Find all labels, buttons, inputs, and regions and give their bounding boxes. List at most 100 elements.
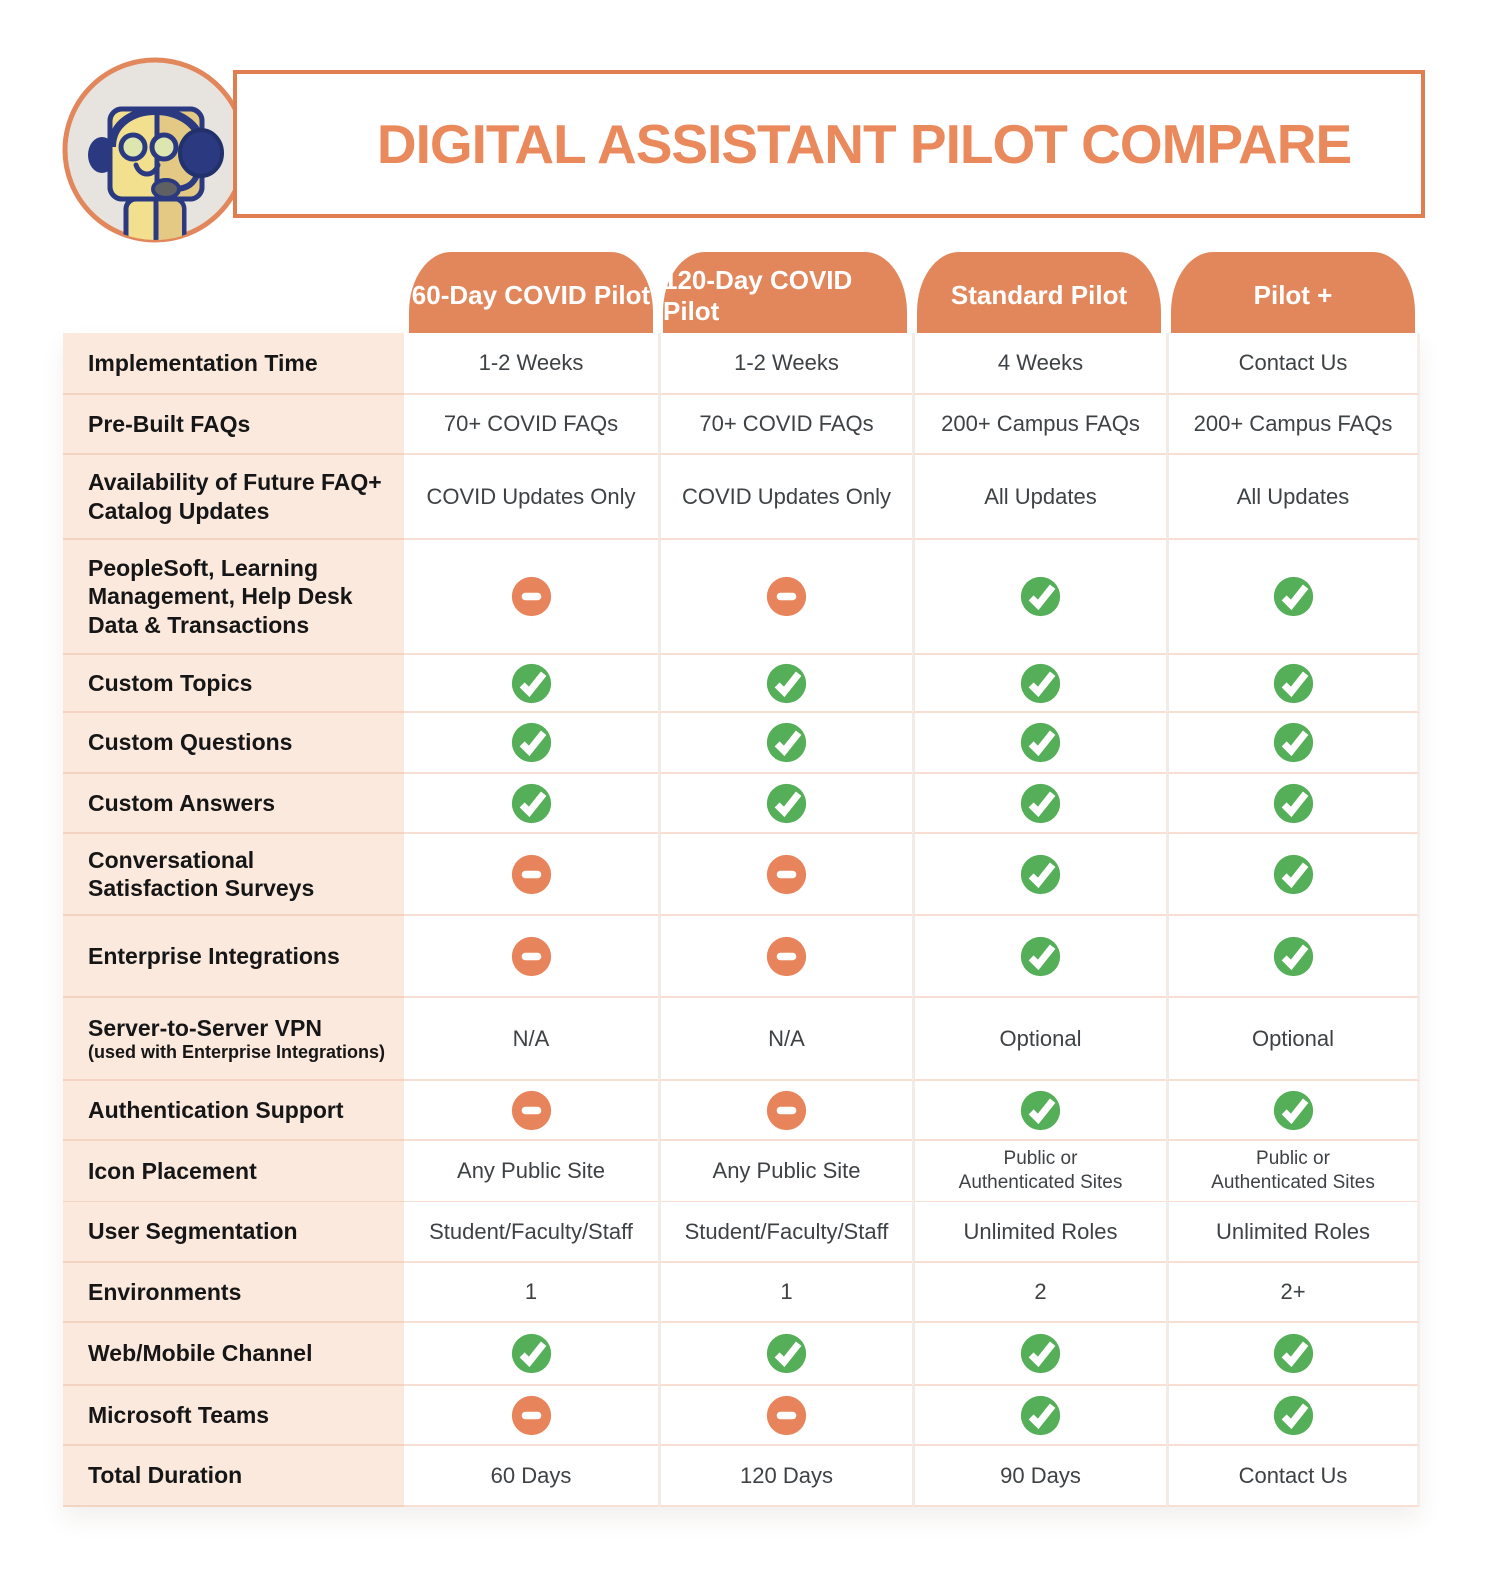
value-text: Public or Authenticated Sites (958, 1148, 1123, 1193)
value-text: 70+ COVID FAQs (699, 411, 874, 437)
value-cell-120-day-covid-pilot: N/A (658, 998, 912, 1081)
value-text: Student/Faculty/Staff (429, 1218, 633, 1244)
minus-icon (766, 1090, 807, 1130)
value-cell-standard-pilot: 4 Weeks (912, 333, 1166, 395)
check-icon (1020, 1090, 1061, 1130)
column-header-label: Standard Pilot (950, 280, 1128, 310)
row-label: Icon Placement (88, 1157, 257, 1184)
value-cell-60-day-covid-pilot: 60 Days (404, 1446, 658, 1507)
row-label: Total Duration (88, 1462, 243, 1489)
robot-mascot-badge (60, 47, 250, 253)
check-icon (766, 722, 807, 763)
value-text: Student/Faculty/Staff (684, 1218, 889, 1244)
value-cell-standard-pilot: 90 Days (912, 1446, 1166, 1507)
check-icon (1273, 1333, 1313, 1374)
table-row-microsoft-teams: Microsoft Teams (63, 1386, 1420, 1446)
row-label: Implementation Time (88, 349, 318, 376)
row-label: Environments (88, 1278, 242, 1305)
check-icon (1020, 1395, 1061, 1435)
value-cell-60-day-covid-pilot (404, 834, 658, 916)
value-text: Public or Authenticated Sites (1211, 1148, 1375, 1193)
minus-icon (766, 576, 807, 617)
value-cell-standard-pilot: 2 (912, 1263, 1166, 1323)
value-text: 120 Days (740, 1462, 833, 1488)
row-label-cell: Conversational Satisfaction Surveys (63, 834, 404, 916)
row-label: Pre-Built FAQs (88, 410, 251, 437)
value-text: 1-2 Weeks (734, 350, 839, 376)
value-cell-pilot (1166, 916, 1420, 998)
value-text: 1-2 Weeks (478, 350, 584, 376)
value-cell-120-day-covid-pilot (658, 774, 912, 834)
value-text: 70+ COVID FAQs (443, 411, 619, 437)
value-cell-120-day-covid-pilot: 1 (658, 1263, 912, 1323)
row-label: Custom Questions (88, 729, 293, 756)
value-cell-120-day-covid-pilot: COVID Updates Only (658, 455, 912, 540)
check-icon (1020, 722, 1061, 763)
minus-icon (511, 936, 551, 976)
value-text: Unlimited Roles (1215, 1218, 1371, 1244)
value-cell-120-day-covid-pilot (658, 834, 912, 916)
value-text: 1 (524, 1279, 538, 1305)
row-label: Web/Mobile Channel (88, 1340, 313, 1367)
row-label-cell: Icon Placement (63, 1141, 404, 1203)
value-cell-60-day-covid-pilot: COVID Updates Only (404, 455, 658, 540)
title-box: DIGITAL ASSISTANT PILOT COMPARE (233, 70, 1425, 218)
check-icon (1020, 663, 1061, 703)
value-cell-60-day-covid-pilot: 70+ COVID FAQs (404, 395, 658, 455)
check-icon (766, 663, 807, 703)
value-cell-standard-pilot: All Updates (912, 455, 1166, 540)
minus-icon (766, 1395, 807, 1435)
value-text: 1 (780, 1279, 793, 1305)
table-row-custom-answers: Custom Answers (63, 774, 1420, 834)
value-cell-120-day-covid-pilot: 70+ COVID FAQs (658, 395, 912, 455)
value-cell-120-day-covid-pilot: Student/Faculty/Staff (658, 1202, 912, 1263)
value-text: All Updates (1236, 483, 1350, 509)
value-cell-standard-pilot (912, 713, 1166, 774)
column-header-label: 60-Day COVID Pilot (411, 280, 651, 310)
column-headers-row: 60-Day COVID Pilot 120-Day COVID Pilot Sta… (63, 252, 1420, 333)
row-label-cell: Pre-Built FAQs (63, 395, 404, 455)
row-label: Custom Topics (88, 669, 253, 696)
value-cell-standard-pilot: Public or Authenticated Sites (912, 1141, 1166, 1203)
value-cell-standard-pilot (912, 1081, 1166, 1141)
row-label: Custom Answers (88, 789, 276, 816)
table-row-availability-of-future-faq-catalog-updates: Availability of Future FAQ+ Catalog Upda… (63, 455, 1420, 540)
row-label: Availability of Future FAQ+ Catalog Upda… (88, 469, 382, 524)
check-icon (766, 1333, 807, 1374)
value-text: All Updates (984, 483, 1097, 509)
row-label-cell: Custom Questions (63, 713, 404, 774)
table-row-user-segmentation: User Segmentation Student/Faculty/Staff St… (63, 1202, 1420, 1263)
table-row-custom-topics: Custom Topics (63, 655, 1420, 713)
row-label: Enterprise Integrations (88, 942, 340, 969)
check-icon (1273, 854, 1313, 894)
value-cell-120-day-covid-pilot (658, 540, 912, 655)
value-cell-standard-pilot (912, 916, 1166, 998)
minus-icon (511, 854, 551, 894)
value-cell-pilot (1166, 1323, 1420, 1386)
value-cell-120-day-covid-pilot: 120 Days (658, 1446, 912, 1507)
value-text: Optional (1252, 1025, 1334, 1051)
value-text: Optional (999, 1025, 1082, 1051)
value-text: 200+ Campus FAQs (1193, 411, 1393, 437)
value-text: 2 (1034, 1279, 1047, 1305)
check-icon (1273, 1090, 1313, 1130)
value-text: Contact Us (1238, 350, 1348, 376)
column-header-label: 120-Day COVID Pilot (663, 264, 853, 326)
check-icon (511, 1333, 551, 1374)
value-cell-pilot (1166, 1386, 1420, 1446)
row-label-cell: Custom Topics (63, 655, 404, 713)
value-cell-60-day-covid-pilot (404, 655, 658, 713)
check-icon (1273, 783, 1313, 823)
value-cell-standard-pilot (912, 834, 1166, 916)
value-cell-60-day-covid-pilot: N/A (404, 998, 658, 1081)
check-icon (1273, 936, 1313, 976)
row-label-cell: Total Duration (63, 1446, 404, 1507)
value-cell-pilot (1166, 834, 1420, 916)
value-cell-standard-pilot: Unlimited Roles (912, 1202, 1166, 1263)
row-label: Microsoft Teams (88, 1401, 270, 1428)
check-icon (1020, 1333, 1061, 1374)
table-row-web-mobile-channel: Web/Mobile Channel (63, 1323, 1420, 1386)
value-cell-pilot (1166, 1081, 1420, 1141)
value-cell-pilot (1166, 540, 1420, 655)
row-label-cell: PeopleSoft, Learning Management, Help De… (63, 540, 404, 655)
